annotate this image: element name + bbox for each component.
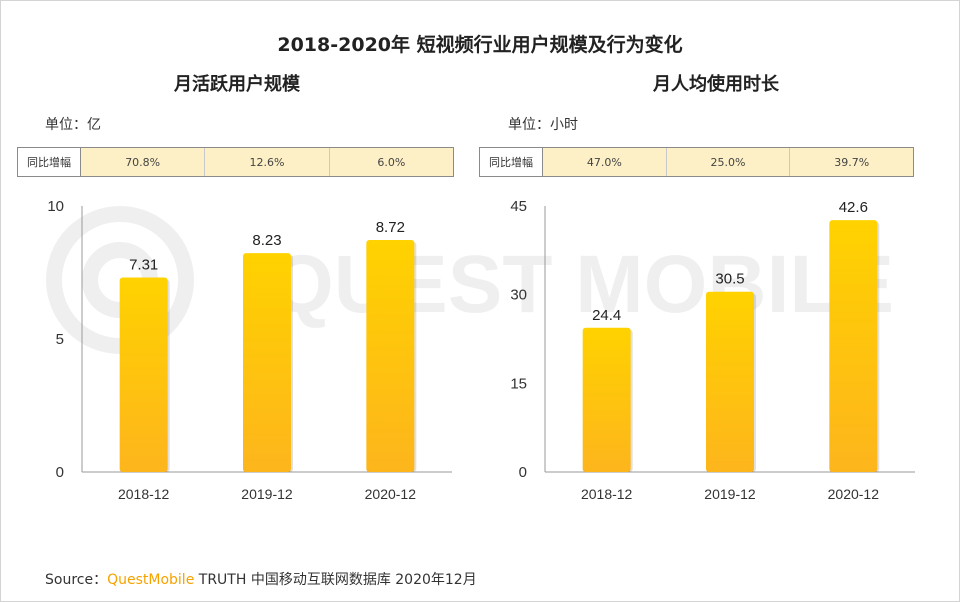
x-tick-label: 2020-12: [365, 486, 417, 502]
bar-value-label: 42.6: [839, 199, 868, 216]
right-yoy-row: 同比增幅 47.0% 25.0% 39.7%: [479, 147, 914, 177]
bar-value-label: 24.4: [592, 307, 621, 324]
left-unit-label: 单位：亿: [45, 117, 101, 133]
x-tick-label: 2018-12: [118, 486, 170, 502]
right-yoy-cell: 25.0%: [666, 148, 791, 176]
x-tick-label: 2020-12: [828, 486, 880, 502]
right-yoy-cell: 39.7%: [790, 148, 914, 176]
bar: [366, 240, 415, 472]
bar-value-label: 30.5: [715, 271, 744, 288]
left-yoy-cell: 6.0%: [329, 148, 453, 176]
bar-value-label: 8.23: [252, 232, 281, 249]
bar-value-label: 7.31: [129, 257, 158, 274]
y-tick-label: 0: [56, 464, 64, 481]
right-chart-subtitle: 月人均使用时长: [653, 74, 779, 95]
y-tick-label: 0: [519, 464, 527, 481]
bar: [243, 253, 291, 472]
x-tick-label: 2019-12: [241, 486, 293, 502]
y-tick-label: 10: [47, 198, 64, 215]
source-brand: QuestMobile: [107, 572, 195, 588]
y-tick-label: 15: [510, 375, 527, 392]
bar: [582, 327, 631, 472]
y-tick-label: 45: [510, 198, 527, 215]
page-title: 2018-2020年 短视频行业用户规模及行为变化: [277, 34, 683, 56]
bar-value-label: 8.72: [376, 219, 405, 236]
right-unit-label: 单位：小时: [508, 117, 578, 133]
left-yoy-row: 同比增幅 70.8% 12.6% 6.0%: [17, 147, 454, 177]
x-tick-label: 2018-12: [581, 486, 633, 502]
left-bar-chart: 0 5 10 7.31 2018-12 8.23 2019-12 8.72 2020-12: [47, 198, 452, 502]
y-tick-label: 5: [56, 331, 64, 348]
bar: [706, 291, 754, 472]
source-rest: TRUTH 中国移动互联网数据库 2020年12月: [194, 572, 477, 588]
source-note: Source：QuestMobile TRUTH 中国移动互联网数据库 2020…: [45, 569, 477, 589]
right-yoy-header: 同比增幅: [480, 148, 543, 176]
left-chart-subtitle: 月活跃用户规模: [174, 74, 300, 95]
x-tick-label: 2019-12: [704, 486, 756, 502]
bar: [119, 277, 168, 472]
bar: [829, 220, 878, 472]
left-yoy-cell: 12.6%: [205, 148, 330, 176]
y-tick-label: 30: [510, 287, 527, 304]
right-bar-chart: 0 15 30 45 24.4 2018-12 30.5 2019-12 42.6 2020-12: [510, 198, 915, 502]
left-yoy-header: 同比增幅: [18, 148, 81, 176]
right-yoy-cell: 47.0%: [543, 148, 667, 176]
source-prefix: Source：: [45, 572, 108, 588]
left-yoy-cell: 70.8%: [81, 148, 206, 176]
